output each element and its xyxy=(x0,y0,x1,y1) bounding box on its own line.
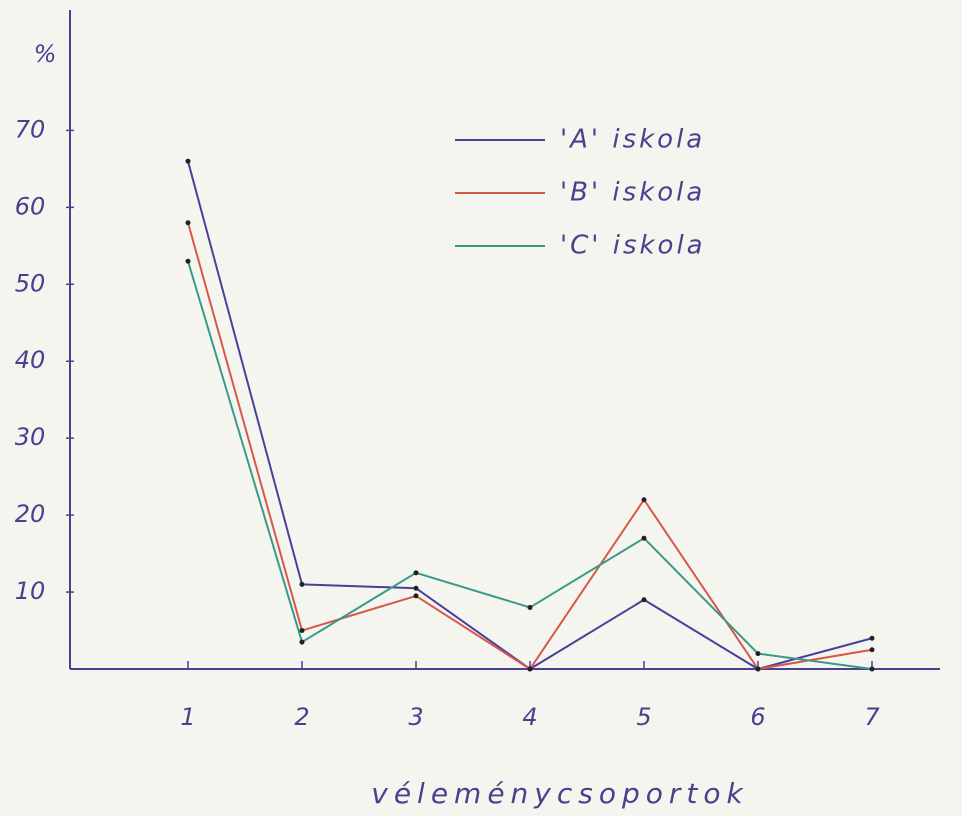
x-tick-label: 2 xyxy=(294,703,309,731)
data-point xyxy=(299,628,305,634)
legend-label: 'C' iskola xyxy=(560,231,706,261)
y-tick-label: 20 xyxy=(15,500,46,528)
y-tick-label: 30 xyxy=(15,423,46,451)
legend-label: 'A' iskola xyxy=(560,125,705,155)
data-point xyxy=(413,570,419,576)
data-point xyxy=(755,666,761,672)
x-axis-label: véleménycsoportok xyxy=(371,777,748,810)
y-tick-label: 60 xyxy=(15,192,46,220)
data-point xyxy=(869,666,875,672)
data-point xyxy=(299,639,305,645)
data-point xyxy=(755,651,761,657)
x-tick-label: 1 xyxy=(180,703,195,731)
data-point xyxy=(641,497,647,503)
x-tick-label: 6 xyxy=(750,703,765,731)
y-tick-label: 70 xyxy=(15,115,46,143)
x-tick-label: 3 xyxy=(408,703,423,731)
y-axis-label: % xyxy=(34,40,57,68)
data-point xyxy=(185,220,191,226)
data-point xyxy=(299,581,305,587)
data-point xyxy=(527,666,533,672)
x-tick-label: 5 xyxy=(636,703,651,731)
y-tick-label: 40 xyxy=(15,346,46,374)
data-point xyxy=(641,597,647,603)
data-point xyxy=(413,593,419,599)
x-tick-label: 7 xyxy=(864,703,880,731)
x-tick-label: 4 xyxy=(522,703,537,731)
data-point xyxy=(641,535,647,541)
y-tick-label: 50 xyxy=(15,269,46,297)
data-point xyxy=(185,258,191,264)
data-point xyxy=(869,647,875,653)
data-point xyxy=(527,604,533,610)
data-point xyxy=(185,158,191,164)
data-point xyxy=(869,635,875,641)
legend-label: 'B' iskola xyxy=(560,178,705,208)
y-tick-label: 10 xyxy=(15,577,46,605)
data-point xyxy=(413,585,419,591)
